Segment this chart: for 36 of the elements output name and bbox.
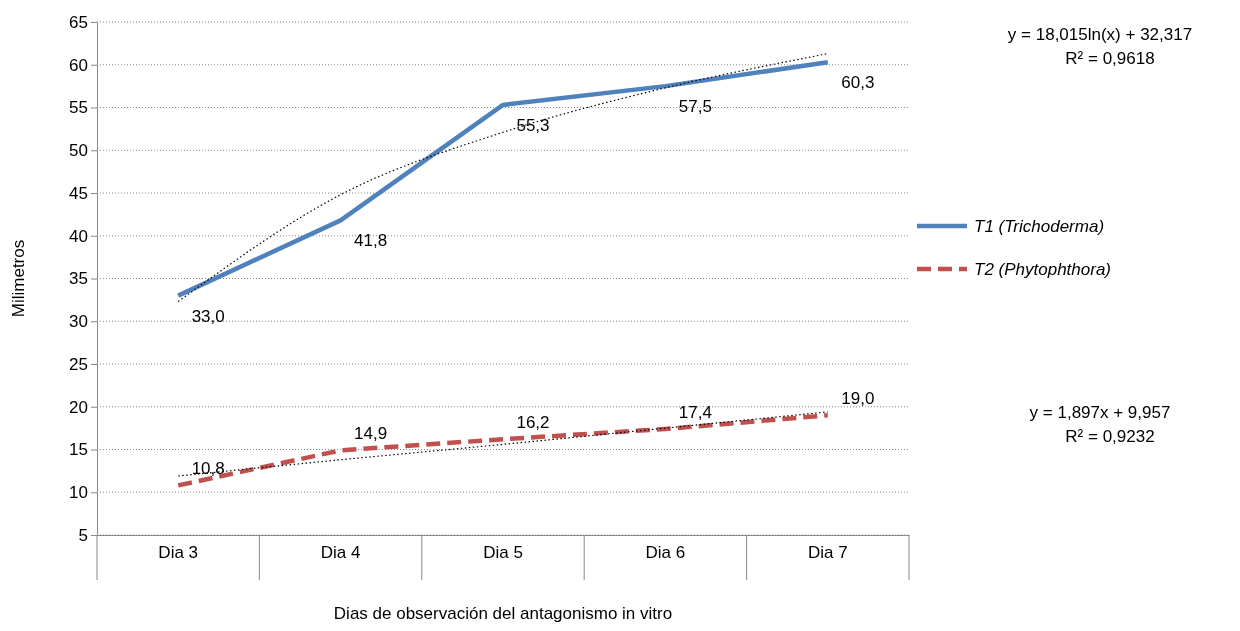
data-label: 60,3: [841, 73, 875, 93]
y-tick-label: 25: [69, 354, 88, 374]
y-tick-label: 55: [69, 98, 88, 118]
data-label: 57,5: [678, 97, 712, 117]
y-tick-label: 20: [69, 397, 88, 417]
y-axis-title: Milimetros: [9, 239, 28, 318]
y-tick-label: 15: [69, 440, 88, 460]
x-tick-label: Dia 6: [645, 543, 686, 563]
legend-label: T2 (Phytophthora): [974, 260, 1112, 279]
y-tick-label: 60: [69, 55, 88, 75]
legend-label: T1 (Trichoderma): [974, 217, 1105, 236]
data-label: 14,9: [354, 424, 388, 444]
x-axis-title: Dias de observación del antagonismo in vitro: [333, 604, 673, 623]
x-tick-label: Dia 3: [158, 543, 199, 563]
x-tick-label: Dia 5: [483, 543, 523, 563]
data-label: 41,8: [354, 231, 388, 251]
y-tick-label: 45: [69, 183, 88, 203]
x-tick-label: Dia 4: [320, 543, 361, 563]
y-tick-label: 65: [69, 12, 88, 32]
data-label: 16,2: [516, 413, 550, 433]
y-tick-label: 50: [69, 141, 88, 161]
y-tick-label: 35: [69, 269, 88, 289]
text: y = 18,015ln(x) + 32,317: [1007, 24, 1193, 44]
y-tick-label: 30: [69, 312, 88, 332]
data-label: 55,3: [516, 115, 550, 135]
y-tick-label: 10: [69, 483, 88, 503]
text: y = 1,897x + 9,957: [1029, 402, 1171, 422]
y-tick-label: 5: [78, 525, 88, 545]
data-label: 33,0: [191, 306, 225, 326]
x-tick-label: Dia 7: [807, 543, 848, 563]
data-label: 19,0: [841, 389, 875, 409]
data-label: 10,8: [191, 459, 225, 479]
text: R² = 0,9232: [1065, 426, 1155, 446]
text: R² = 0,9618: [1065, 48, 1155, 68]
y-tick-label: 40: [69, 226, 88, 246]
data-label: 17,4: [678, 402, 712, 422]
